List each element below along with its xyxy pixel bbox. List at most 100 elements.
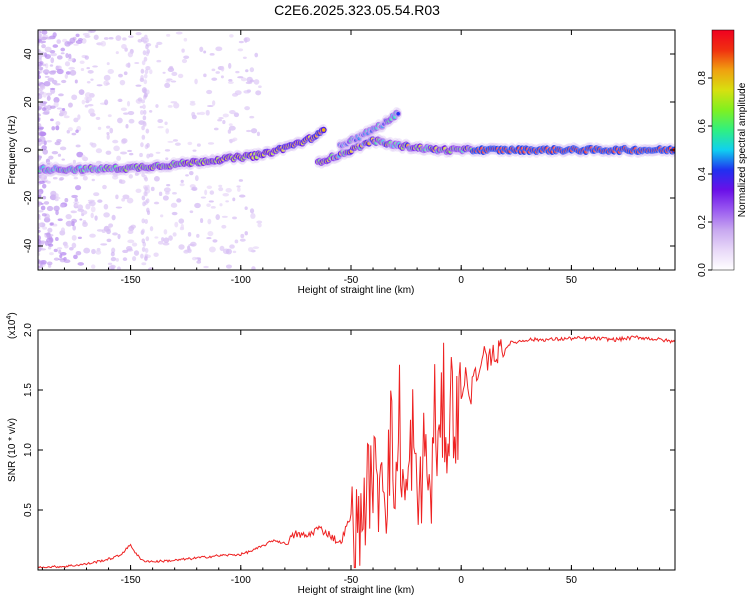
snr-y-scale: (x104) <box>6 312 18 339</box>
spectrogram-noise-speck <box>175 31 183 35</box>
colorbar: 0.0 0.2 0.4 0.6 0.8 Normalized spectral ampl… <box>697 29 748 277</box>
spectrogram-noise-speck <box>39 86 43 92</box>
spectrogram-noise-speck <box>43 140 47 146</box>
spectrogram-noise-speck <box>130 224 136 229</box>
spectrogram-noise-speck <box>38 191 43 196</box>
spectrogram-noise-speck <box>38 229 41 233</box>
spectrogram-noise-speck <box>141 134 146 140</box>
spectrogram-noise-speck <box>95 250 102 255</box>
spectrogram-noise-speck <box>119 179 126 184</box>
spectrogram-noise-speck <box>108 223 114 228</box>
spectrogram-noise-speck <box>237 76 244 79</box>
spectrogram-noise-speck <box>145 37 149 43</box>
spectrogram-noise-speck <box>200 218 204 224</box>
spectrogram-noise-speck <box>127 229 134 235</box>
spectrogram-noise-speck <box>146 142 150 148</box>
spectrogram-noise-speck <box>199 46 204 52</box>
spectrogram-noise-speck <box>97 199 103 203</box>
spectrogram-noise-speck <box>169 65 174 70</box>
spectrogram-noise-speck <box>41 36 47 41</box>
spectrogram-noise-speck <box>174 142 181 146</box>
spectrogram-noise-speck <box>221 215 228 218</box>
spectrogram-noise-speck <box>239 238 246 242</box>
spectrogram-noise-speck <box>110 251 115 257</box>
spectrogram-noise-speck <box>38 51 44 54</box>
spectrogram-noise-speck <box>156 59 162 63</box>
spectrogram-noise-speck <box>171 71 178 77</box>
spectrogram-noise-speck <box>89 142 94 146</box>
spectrogram-noise-speck <box>149 69 153 75</box>
spectrogram-noise-speck <box>56 107 63 110</box>
spectrogram-noise-speck <box>47 77 55 82</box>
spectrogram-noise-speck <box>142 201 146 207</box>
spectrogram-noise-speck <box>46 95 51 101</box>
spectrogram-noise-speck <box>109 127 114 134</box>
spectrogram-x-tick-label: 0 <box>458 275 464 286</box>
spectrogram-noise-speck <box>38 48 41 52</box>
spectrogram-noise-speck <box>155 151 161 154</box>
spectrogram-noise-speck <box>46 140 53 143</box>
spectrogram-noise-speck <box>127 111 135 116</box>
spectrogram-noise-speck <box>164 121 168 126</box>
spectrogram-noise-speck <box>203 50 207 54</box>
spectrogram-noise-speck <box>257 223 262 228</box>
spectrogram-noise-speck <box>244 106 250 111</box>
spectrogram-noise-speck <box>149 110 153 113</box>
spectrogram-noise-speck <box>228 62 232 69</box>
spectrogram-noise-speck <box>85 97 93 102</box>
spectrogram-noise-speck <box>244 37 248 43</box>
spectrogram-noise-speck <box>153 201 160 205</box>
spectrogram-noise-speck <box>206 237 212 240</box>
spectrogram-noise-speck <box>45 36 53 40</box>
spectrogram-noise-speck <box>178 244 185 250</box>
spectrogram-x-tick-label: -100 <box>231 275 251 286</box>
spectrogram-noise-speck <box>227 129 232 134</box>
spectrogram-noise-speck <box>74 203 80 207</box>
spectrogram-noise-speck <box>38 177 41 181</box>
spectrogram-noise-speck <box>115 206 123 209</box>
spectrogram-noise-speck <box>41 30 48 35</box>
spectrogram-noise-speck <box>191 256 198 261</box>
spectrogram-noise-speck <box>38 180 45 184</box>
spectrogram-noise-speck <box>206 89 213 95</box>
spectrogram-noise-speck <box>51 151 59 155</box>
spectrogram-noise-speck <box>122 194 130 200</box>
spectrogram-noise-speck <box>225 264 232 269</box>
spectrogram-noise-speck <box>95 148 103 154</box>
spectrogram-noise-speck <box>83 247 91 254</box>
spectrogram-noise-speck <box>73 176 79 180</box>
spectrogram-noise-speck <box>135 32 142 36</box>
spectrogram-noise-speck <box>141 99 146 104</box>
spectrogram-axes: -150 -100 -50 0 50 -40 -20 0 20 40 <box>23 30 675 286</box>
spectrogram-noise-speck <box>252 246 260 249</box>
spectrogram-noise-speck <box>143 79 148 85</box>
spectrogram-noise-speck <box>187 248 192 254</box>
spectrogram-noise-speck <box>205 109 210 116</box>
spectrogram-noise-speck <box>141 195 146 201</box>
spectrogram-panel: -150 -100 -50 0 50 -40 -20 0 20 40 Height of stra… <box>7 29 676 296</box>
spectrogram-noise-speck <box>173 102 180 109</box>
spectrogram-noise-speck <box>61 79 67 84</box>
spectrogram-noise-speck <box>125 246 133 251</box>
spectrogram-noise-speck <box>183 55 190 59</box>
spectrogram-noise-speck <box>218 116 224 120</box>
spectrogram-noise-speck <box>146 153 150 159</box>
spectrogram-noise-speck <box>139 105 143 109</box>
spectrogram-noise-speck <box>232 197 236 202</box>
spectrogram-noise-speck <box>84 92 92 99</box>
spectrogram-noise-speck <box>43 80 51 87</box>
spectrogram-noise-speck <box>178 218 185 224</box>
spectrogram-noise-speck <box>234 90 242 96</box>
spectrogram-noise-speck <box>140 142 144 148</box>
spectrogram-noise-speck <box>38 143 41 147</box>
spectrogram-noise-speck <box>189 210 194 214</box>
spectrogram-noise-speck <box>80 67 85 72</box>
spectrogram-noise-speck <box>56 68 64 75</box>
spectrogram-noise-speck <box>206 203 211 207</box>
spectrogram-noise-speck <box>56 39 61 44</box>
snr-series-line <box>38 335 675 569</box>
spectrogram-noise-speck <box>38 195 42 198</box>
spectrogram-noise-speck <box>111 214 116 221</box>
spectrogram-noise-speck <box>157 240 164 245</box>
spectrogram-noise-speck <box>141 60 146 66</box>
